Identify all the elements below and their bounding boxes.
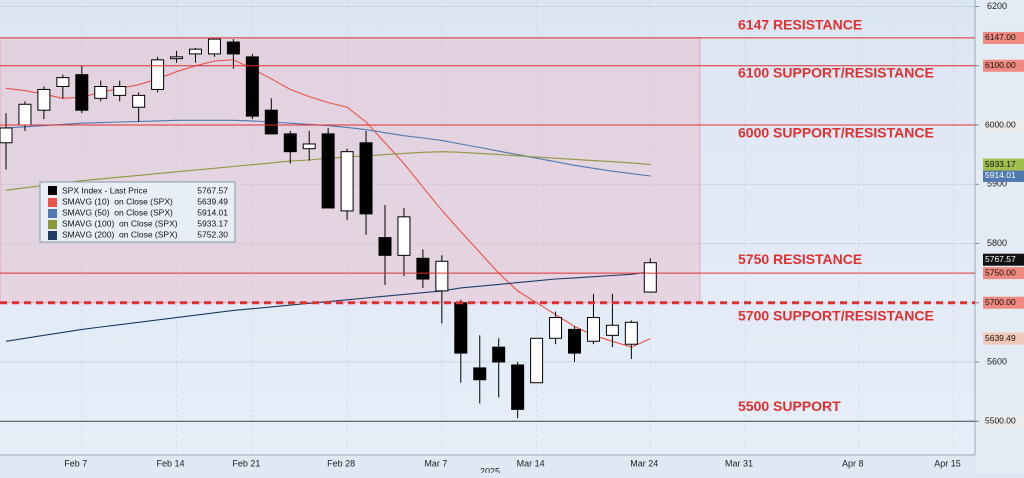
level-label: 5700 SUPPORT/RESISTANCE [738,307,934,323]
x-tick-label: Feb 14 [157,458,185,468]
candle-body [435,260,449,292]
legend-value: 5639.49 [197,196,228,206]
price-tag-label: 6147.00 [985,32,1016,42]
candle-body [473,367,487,381]
candle-body [132,94,146,108]
legend-label: SMAVG (10) on Close (SPX) [62,196,173,206]
candle-body [321,133,335,209]
x-tick-label: Apr 15 [934,458,961,468]
candle-body [170,56,184,60]
candle-body [18,103,32,126]
candle-body [643,262,657,293]
y-tick-label: 5800 [987,238,1007,248]
legend-swatch [48,198,57,207]
legend-label: SMAVG (200) on Close (SPX) [62,229,178,239]
legend-value: 5767.57 [197,185,228,195]
price-tag [983,169,1024,182]
x-tick-label: Apr 8 [842,458,864,468]
legend-value: 5933.17 [197,218,228,228]
candle-body [568,328,581,354]
price-tag-label: 5767.57 [985,254,1016,264]
y-tick-label: 6200 [987,1,1007,11]
legend-box [39,181,236,243]
candle-body [492,346,506,363]
level-label: 5500 SUPPORT [738,398,841,414]
legend-swatch [48,220,57,229]
candle-body [302,143,316,150]
price-tag [983,59,1024,72]
x-tick-label: Mar 31 [725,458,753,468]
candle-body [511,364,525,410]
price-tag [983,31,1024,44]
candle-body [0,127,13,144]
price-tag-label: 5500.00 [985,415,1016,425]
legend-label: SMAVG (50) on Close (SPX) [62,207,173,217]
legend-swatch [48,209,57,218]
price-tag-label: 5914.01 [985,170,1016,180]
price-tag-label: 6100.00 [985,60,1016,70]
price-tag-label: 5750.00 [985,267,1016,277]
candle-body [56,77,70,87]
sma-line [5,119,651,177]
legend-value: 5752.30 [197,229,228,239]
price-tag [983,332,1024,345]
candle-body [189,48,202,55]
price-tag-label: 5700.00 [985,297,1016,307]
x-tick-label: Feb 28 [327,458,355,468]
legend-label: SMAVG (100) on Close (SPX) [62,218,178,228]
candle-body [245,56,259,117]
level-label: 6000 SUPPORT/RESISTANCE [738,125,934,141]
price-tag-label: 6000.00 [985,119,1016,129]
y-tick-label: 5900 [987,179,1007,189]
candle-body [549,317,563,339]
legend-value: 5914.01 [197,207,228,217]
price-tag [983,267,1024,280]
candle-body [226,41,240,55]
level-label: 6147 RESISTANCE [738,17,862,33]
price-tag [983,415,1024,428]
candle-body [75,74,89,111]
legend-swatch [48,186,57,195]
candle-body [397,216,411,256]
candle-body [94,85,108,99]
candle-body [624,321,638,345]
candle-body [264,109,278,135]
x-tick-label: Mar 7 [424,458,447,468]
x-tick-label: Feb 21 [232,458,260,468]
candle-body [340,151,354,212]
price-tag [983,296,1024,309]
price-tag [983,253,1024,266]
level-label: 5750 RESISTANCE [738,251,862,267]
candle-body [605,324,619,336]
legend-swatch [48,231,57,240]
candle-body [454,302,468,354]
candle-body [283,133,297,153]
price-tag-label: 5933.17 [985,159,1016,169]
legend-label: SPX Index - Last Price [62,185,148,195]
price-tag [983,158,1024,171]
candle-body [416,257,430,280]
y-tick-label: 5600 [987,356,1007,366]
x-tick-label: Mar 14 [517,458,545,468]
legend: SPX Index - Last Price 5767.57 SMAVG (10) … [39,181,236,243]
level-label: 6100 SUPPORT/RESISTANCE [738,64,934,80]
candle-body [530,337,544,384]
candle-body [207,38,221,55]
candle-body [359,142,373,215]
candle-body [586,317,600,342]
candle-body [37,88,51,111]
price-tag [983,119,1024,132]
candle-body [378,237,392,256]
x-tick-label: Mar 24 [630,458,658,468]
candle-body [151,59,165,90]
x-year-label: 2025 [480,466,500,473]
x-tick-label: Feb 7 [64,458,87,468]
price-tag-label: 5639.49 [985,333,1016,343]
candle-body [113,85,127,96]
y-axis-area [975,0,1024,473]
